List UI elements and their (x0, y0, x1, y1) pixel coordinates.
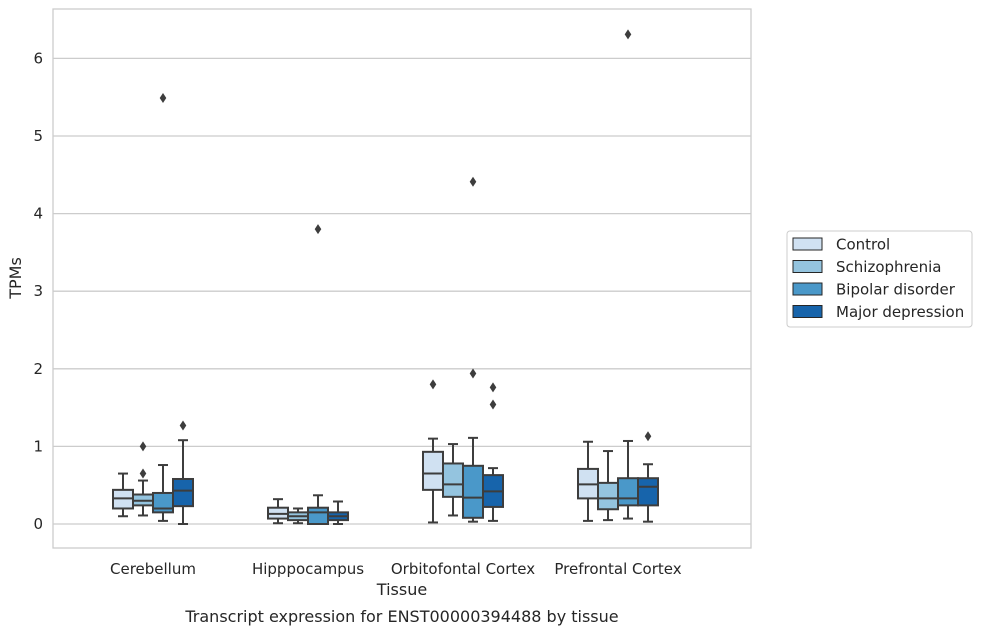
box-plots (112, 29, 659, 526)
outlier-point (429, 379, 437, 390)
box (442, 462, 464, 498)
outlier-point (159, 92, 167, 103)
box-group (637, 431, 659, 523)
box (307, 506, 329, 526)
y-tick-label: 4 (33, 205, 43, 223)
box-group (287, 507, 309, 525)
legend-swatch (792, 282, 823, 296)
chart-caption: Transcript expression for ENST0000039448… (184, 607, 618, 626)
box-group (267, 498, 289, 525)
legend-label: Schizophrenia (836, 258, 941, 276)
y-tick-labels: 0 1 2 3 4 5 6 (33, 49, 43, 533)
outlier-point (624, 29, 632, 40)
legend-label: Control (836, 236, 890, 254)
outlier-point (139, 441, 147, 452)
outlier-point (489, 382, 497, 393)
box-group (482, 382, 504, 522)
box-group (462, 176, 484, 523)
box-group (617, 29, 639, 520)
y-tick-label: 3 (33, 282, 43, 300)
box (637, 477, 659, 507)
x-tick-label: Hipppocampus (252, 560, 364, 578)
outlier-point (469, 368, 477, 379)
box-group (597, 450, 619, 522)
box-group (422, 379, 444, 524)
box (597, 481, 619, 511)
outlier-point (469, 176, 477, 187)
outlier-point (314, 224, 322, 235)
box-group (442, 443, 464, 517)
box-group (172, 420, 194, 525)
y-tick-label: 6 (33, 49, 43, 67)
legend-frame (786, 230, 973, 328)
box (617, 477, 639, 507)
x-tick-label: Cerebellum (110, 560, 196, 578)
legend-swatch (792, 237, 823, 251)
x-tick-labels: Cerebellum Hipppocampus Orbitofontal Corte… (110, 560, 682, 578)
y-tick-label: 0 (33, 515, 43, 533)
legend-label: Bipolar disorder (836, 281, 956, 299)
y-tick-label: 2 (33, 360, 43, 378)
grid-lines (53, 57, 751, 525)
box-group (112, 472, 134, 518)
box (172, 477, 194, 508)
y-tick-label: 5 (33, 127, 43, 145)
legend-swatch (792, 260, 823, 273)
outlier-point (489, 399, 497, 410)
box-group (327, 500, 349, 525)
outlier-point (644, 431, 652, 442)
box (462, 464, 484, 519)
box-group (132, 441, 154, 517)
box-group (307, 224, 329, 526)
y-axis-label: TPMs (6, 257, 25, 300)
outlier-point (179, 420, 187, 431)
plot-frame (52, 8, 752, 549)
y-tick-label: 1 (33, 437, 43, 455)
legend: Control Schizophrenia Bipolar disorder Majo… (786, 230, 973, 328)
box-group (577, 440, 599, 522)
legend-swatch (792, 305, 823, 318)
outlier-point (139, 468, 147, 479)
legend-label: Major depression (836, 303, 964, 321)
box-group (152, 92, 174, 522)
box (422, 450, 444, 491)
x-tick-label: Prefrontal Cortex (554, 560, 681, 578)
x-tick-label: Orbitofontal Cortex (391, 560, 535, 578)
x-axis-label: Tissue (376, 580, 427, 599)
